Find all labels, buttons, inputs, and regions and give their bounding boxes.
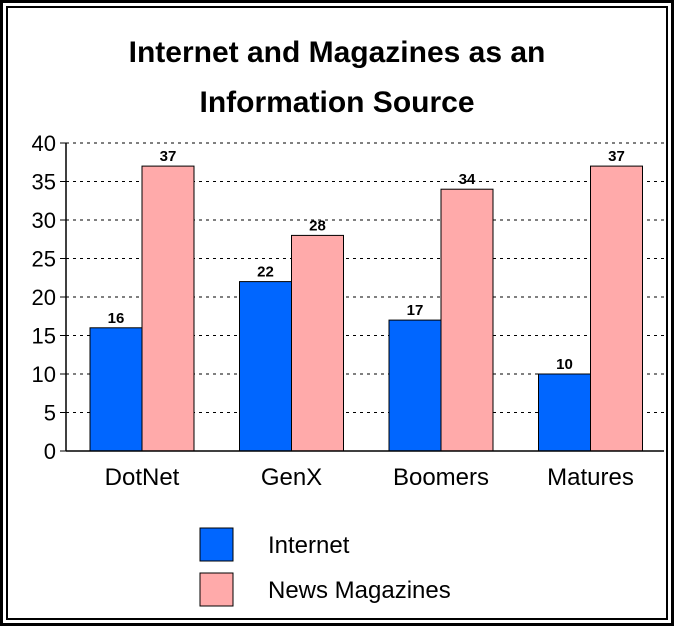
legend-label: News Magazines <box>268 577 451 604</box>
bar <box>89 327 143 452</box>
x-tick-label: DotNet <box>105 464 180 491</box>
bar <box>538 373 591 452</box>
legend-swatch <box>199 572 234 607</box>
data-label: 28 <box>309 217 326 234</box>
legend-label: Internet <box>268 532 350 559</box>
chart-title-line2: Information Source <box>199 86 475 119</box>
bars <box>89 165 643 452</box>
y-tick-label: 30 <box>32 208 56 233</box>
bar <box>440 188 494 452</box>
x-tick-label: Matures <box>547 464 634 491</box>
data-label: 37 <box>160 148 177 165</box>
bar <box>388 319 442 452</box>
data-label: 34 <box>459 171 476 188</box>
y-tick-label: 35 <box>32 170 56 195</box>
chart-title-line1: Internet and Magazines as an <box>128 36 546 69</box>
x-tick-label: GenX <box>261 464 322 491</box>
y-tick-label: 5 <box>44 401 56 426</box>
data-label: 37 <box>608 148 625 165</box>
y-tick-label: 15 <box>32 324 56 349</box>
data-label: 10 <box>556 356 573 373</box>
data-label: 22 <box>257 264 274 281</box>
y-tick-label: 20 <box>32 285 56 310</box>
bar <box>291 234 344 452</box>
legend: Internet News Magazines <box>199 527 451 607</box>
y-tick-label: 0 <box>44 439 56 464</box>
axes <box>60 142 664 452</box>
y-tick-label: 10 <box>32 362 56 387</box>
inner-frame <box>6 6 668 620</box>
labels: 0 5 10 15 20 25 30 35 40 16 37 DotNet 22 28 GenX 17 34 Bo… <box>32 131 634 491</box>
bar <box>141 165 195 452</box>
x-tick-label: Boomers <box>393 464 489 491</box>
data-label: 17 <box>407 302 424 319</box>
legend-swatch <box>199 527 234 562</box>
y-tick-label: 25 <box>32 247 56 272</box>
data-label: 16 <box>108 310 125 327</box>
bar <box>239 281 292 452</box>
y-tick-label: 40 <box>32 131 56 156</box>
bar <box>590 165 643 452</box>
